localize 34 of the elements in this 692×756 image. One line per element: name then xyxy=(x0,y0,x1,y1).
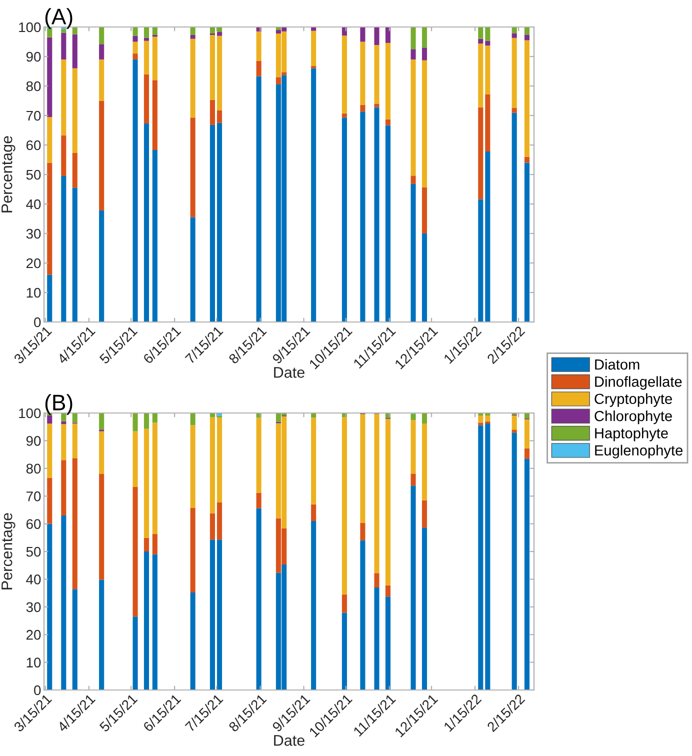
y-tick-label: 20 xyxy=(26,258,41,268)
y-tick-label: 30 xyxy=(26,228,41,239)
y-tick-label: 40 xyxy=(26,199,41,210)
y-tick-label: 60 xyxy=(26,140,41,150)
y-tick-label: 100 xyxy=(19,22,41,32)
y-tick-label: 30 xyxy=(26,602,41,612)
y-tick-label: 10 xyxy=(26,288,41,298)
legend-label: Dinoflagellate xyxy=(595,376,682,390)
y-tick-label: 70 xyxy=(26,110,41,121)
y-tick-label: 0 xyxy=(34,317,41,328)
y-axis-title: Percentage xyxy=(2,136,16,212)
y-tick-label: 70 xyxy=(26,491,41,502)
y-tick-label: 40 xyxy=(26,574,41,584)
legend-label: Diatom xyxy=(595,358,640,370)
y-tick-label: 90 xyxy=(26,52,41,62)
y-tick-label: 10 xyxy=(26,658,41,668)
legend-label: Chlorophyte xyxy=(594,410,672,424)
y-tick-label: 50 xyxy=(26,170,41,180)
y-tick-label: 20 xyxy=(26,630,41,640)
y-tick-label: 0 xyxy=(34,685,41,696)
legend-label: Haptophyte xyxy=(595,428,668,442)
legend-label: Cryptophyte xyxy=(594,393,672,407)
chart-title: (A) xyxy=(45,8,72,29)
x-axis-title: Date xyxy=(274,735,304,746)
y-tick-label: 60 xyxy=(26,519,41,529)
y-axis-title: Percentage xyxy=(2,513,16,590)
y-tick-label: 50 xyxy=(26,546,41,557)
y-tick-label: 80 xyxy=(26,464,41,474)
y-tick-label: 100 xyxy=(19,408,41,418)
y-tick-label: 80 xyxy=(26,81,41,92)
chart-title: (B) xyxy=(45,394,72,415)
legend-label: Euglenophyte xyxy=(595,444,683,458)
y-tick-label: 90 xyxy=(26,436,41,446)
x-axis-title: Date xyxy=(274,367,304,378)
